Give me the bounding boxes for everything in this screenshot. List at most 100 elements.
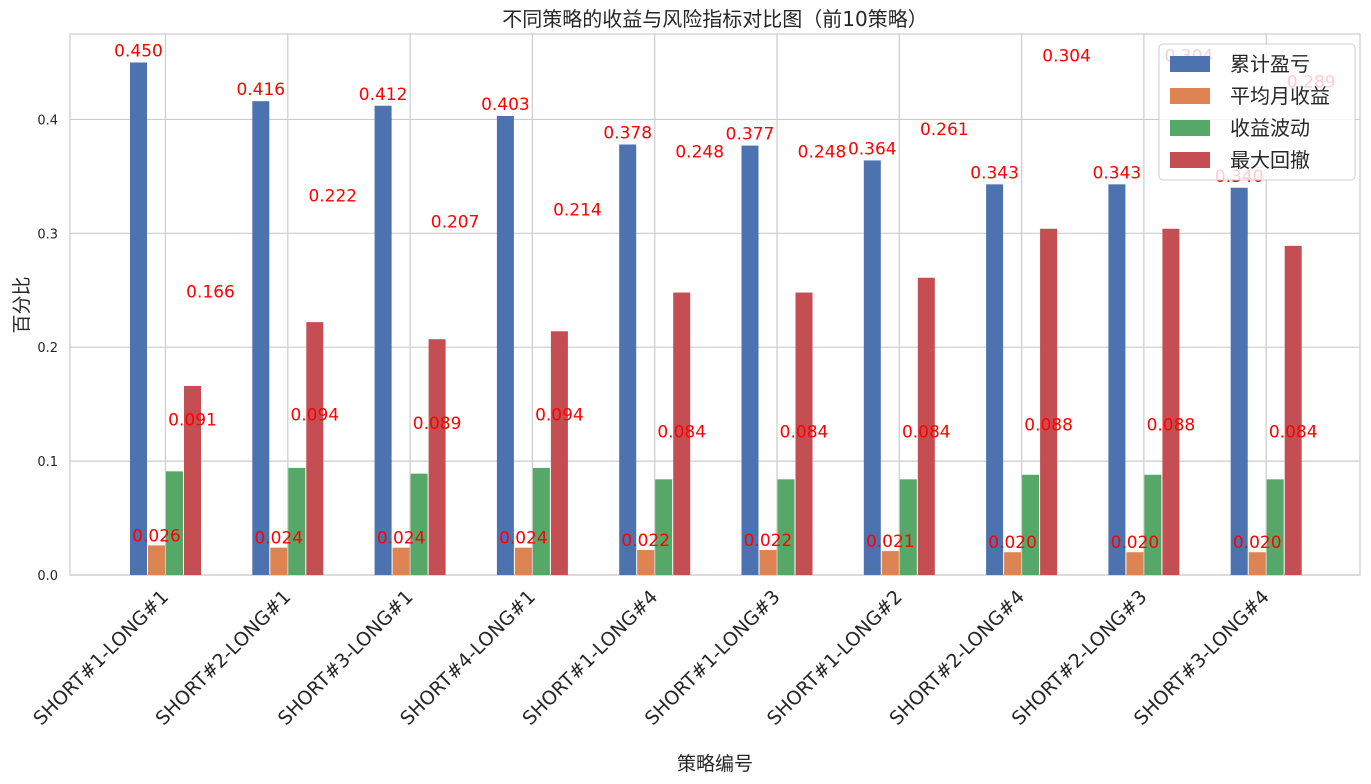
data-label-series-1-cat-1: 0.024 <box>254 529 303 549</box>
bar-series-3-cat-2 <box>428 339 446 575</box>
data-label-series-2-cat-5: 0.084 <box>780 422 829 442</box>
bar-series-1-cat-8 <box>1126 552 1144 575</box>
data-label-series-3-cat-4: 0.248 <box>675 142 724 162</box>
bar-series-1-cat-6 <box>881 551 899 575</box>
bar-series-1-cat-0 <box>148 545 165 575</box>
x-tick-label: SHORT#2-LONG#3 <box>1008 586 1152 730</box>
data-label-series-1-cat-9: 0.020 <box>1233 533 1282 553</box>
y-ticks: 0.0 0.1 0.2 0.3 0.4 <box>37 113 58 584</box>
legend-label-1: 平均月收益 <box>1230 84 1330 108</box>
bar-series-3-cat-5 <box>795 292 813 575</box>
bar-series-1-cat-3 <box>514 547 532 575</box>
data-label-series-3-cat-5: 0.248 <box>798 142 847 162</box>
data-label-series-3-cat-0: 0.166 <box>186 282 235 302</box>
bar-series-1-cat-7 <box>1004 552 1022 575</box>
data-labels: 0.450 0.416 0.412 0.403 0.378 0.377 0.364 0.343… <box>114 41 1335 553</box>
bar-series-2-cat-2 <box>410 473 428 575</box>
data-label-series-0-cat-4: 0.378 <box>603 123 652 143</box>
y-tick-label: 0.2 <box>37 341 58 356</box>
legend-swatch-0 <box>1170 56 1210 72</box>
y-tick-label: 0.0 <box>37 569 58 584</box>
bar-series-3-cat-9 <box>1284 245 1302 575</box>
data-label-series-2-cat-0: 0.091 <box>168 411 217 431</box>
data-label-series-0-cat-2: 0.412 <box>359 85 408 105</box>
bar-series-2-cat-7 <box>1022 474 1040 575</box>
legend-box <box>1158 43 1356 181</box>
bar-series-3-cat-8 <box>1162 228 1180 575</box>
bar-series-0-cat-0 <box>130 62 147 575</box>
x-tick-label: SHORT#1-LONG#4 <box>518 586 662 730</box>
data-label-series-1-cat-7: 0.020 <box>988 533 1037 553</box>
legend-label-3: 最大回撤 <box>1230 148 1310 172</box>
data-label-series-3-cat-3: 0.214 <box>553 200 602 220</box>
data-label-series-2-cat-9: 0.084 <box>1269 422 1318 442</box>
data-label-series-3-cat-1: 0.222 <box>308 187 357 207</box>
bar-series-1-cat-4 <box>637 549 655 575</box>
bar-series-2-cat-4 <box>655 479 673 575</box>
bar-series-2-cat-8 <box>1144 474 1162 575</box>
x-tick-label: SHORT#1-LONG#3 <box>641 586 785 730</box>
y-tick-label: 0.1 <box>37 455 58 470</box>
legend-swatch-2 <box>1170 120 1210 136</box>
y-tick-label: 0.3 <box>37 227 58 242</box>
bar-series-2-cat-3 <box>532 467 550 575</box>
y-tick-label: 0.4 <box>37 113 58 128</box>
bar-series-0-cat-3 <box>496 116 514 575</box>
data-label-series-0-cat-0: 0.450 <box>114 41 163 61</box>
data-label-series-2-cat-2: 0.089 <box>413 414 462 434</box>
bar-series-2-cat-0 <box>166 471 183 575</box>
bars <box>130 62 1302 576</box>
data-label-series-0-cat-3: 0.403 <box>481 95 530 115</box>
legend-label-0: 累计盈亏 <box>1230 52 1310 76</box>
bar-series-3-cat-0 <box>184 385 201 575</box>
data-label-series-1-cat-8: 0.020 <box>1111 533 1160 553</box>
data-label-series-1-cat-6: 0.021 <box>866 532 915 552</box>
data-label-series-1-cat-2: 0.024 <box>377 529 426 549</box>
data-label-series-2-cat-6: 0.084 <box>902 422 951 442</box>
bar-series-0-cat-2 <box>374 105 392 575</box>
data-label-series-1-cat-0: 0.026 <box>132 526 181 546</box>
x-tick-label: SHORT#3-LONG#4 <box>1130 586 1274 730</box>
data-label-series-2-cat-8: 0.088 <box>1147 416 1196 436</box>
bar-series-3-cat-1 <box>306 322 324 575</box>
bar-series-0-cat-4 <box>619 144 637 575</box>
data-label-series-3-cat-6: 0.261 <box>920 120 969 140</box>
chart-title: 不同策略的收益与风险指标对比图（前10策略） <box>502 7 927 31</box>
bar-series-0-cat-6 <box>863 160 881 575</box>
bar-series-2-cat-1 <box>288 467 306 575</box>
data-label-series-1-cat-3: 0.024 <box>499 529 548 549</box>
bar-series-0-cat-5 <box>741 145 759 576</box>
legend-label-2: 收益波动 <box>1230 116 1310 140</box>
data-label-series-0-cat-8: 0.343 <box>1093 163 1142 183</box>
data-label-series-3-cat-7: 0.304 <box>1042 47 1091 67</box>
legend-swatch-1 <box>1170 88 1210 104</box>
legend-swatch-3 <box>1170 152 1210 168</box>
data-label-series-0-cat-5: 0.377 <box>726 125 775 145</box>
bar-series-3-cat-6 <box>917 277 935 575</box>
bar-series-2-cat-6 <box>899 479 917 575</box>
data-label-series-3-cat-2: 0.207 <box>431 212 480 232</box>
bar-series-1-cat-2 <box>392 547 410 575</box>
data-label-series-1-cat-5: 0.022 <box>744 531 793 551</box>
data-label-series-2-cat-4: 0.084 <box>657 422 706 442</box>
x-tick-label: SHORT#2-LONG#1 <box>152 586 296 730</box>
y-axis-label: 百分比 <box>11 276 33 333</box>
data-label-series-1-cat-4: 0.022 <box>621 531 670 551</box>
x-tick-label: SHORT#2-LONG#4 <box>885 586 1029 730</box>
data-label-series-0-cat-6: 0.364 <box>848 139 897 159</box>
data-label-series-2-cat-1: 0.094 <box>290 405 339 425</box>
bar-series-3-cat-7 <box>1040 228 1058 575</box>
bar-series-3-cat-4 <box>673 292 691 575</box>
bar-series-0-cat-1 <box>252 101 270 576</box>
data-label-series-0-cat-1: 0.416 <box>236 80 285 100</box>
x-tick-label: SHORT#1-LONG#1 <box>29 586 173 730</box>
bar-series-0-cat-8 <box>1108 184 1126 575</box>
bar-series-0-cat-7 <box>986 184 1004 575</box>
bar-series-3-cat-3 <box>550 331 568 575</box>
bar-series-1-cat-1 <box>270 547 288 575</box>
bar-series-1-cat-9 <box>1248 552 1266 575</box>
bar-series-1-cat-5 <box>759 549 777 575</box>
